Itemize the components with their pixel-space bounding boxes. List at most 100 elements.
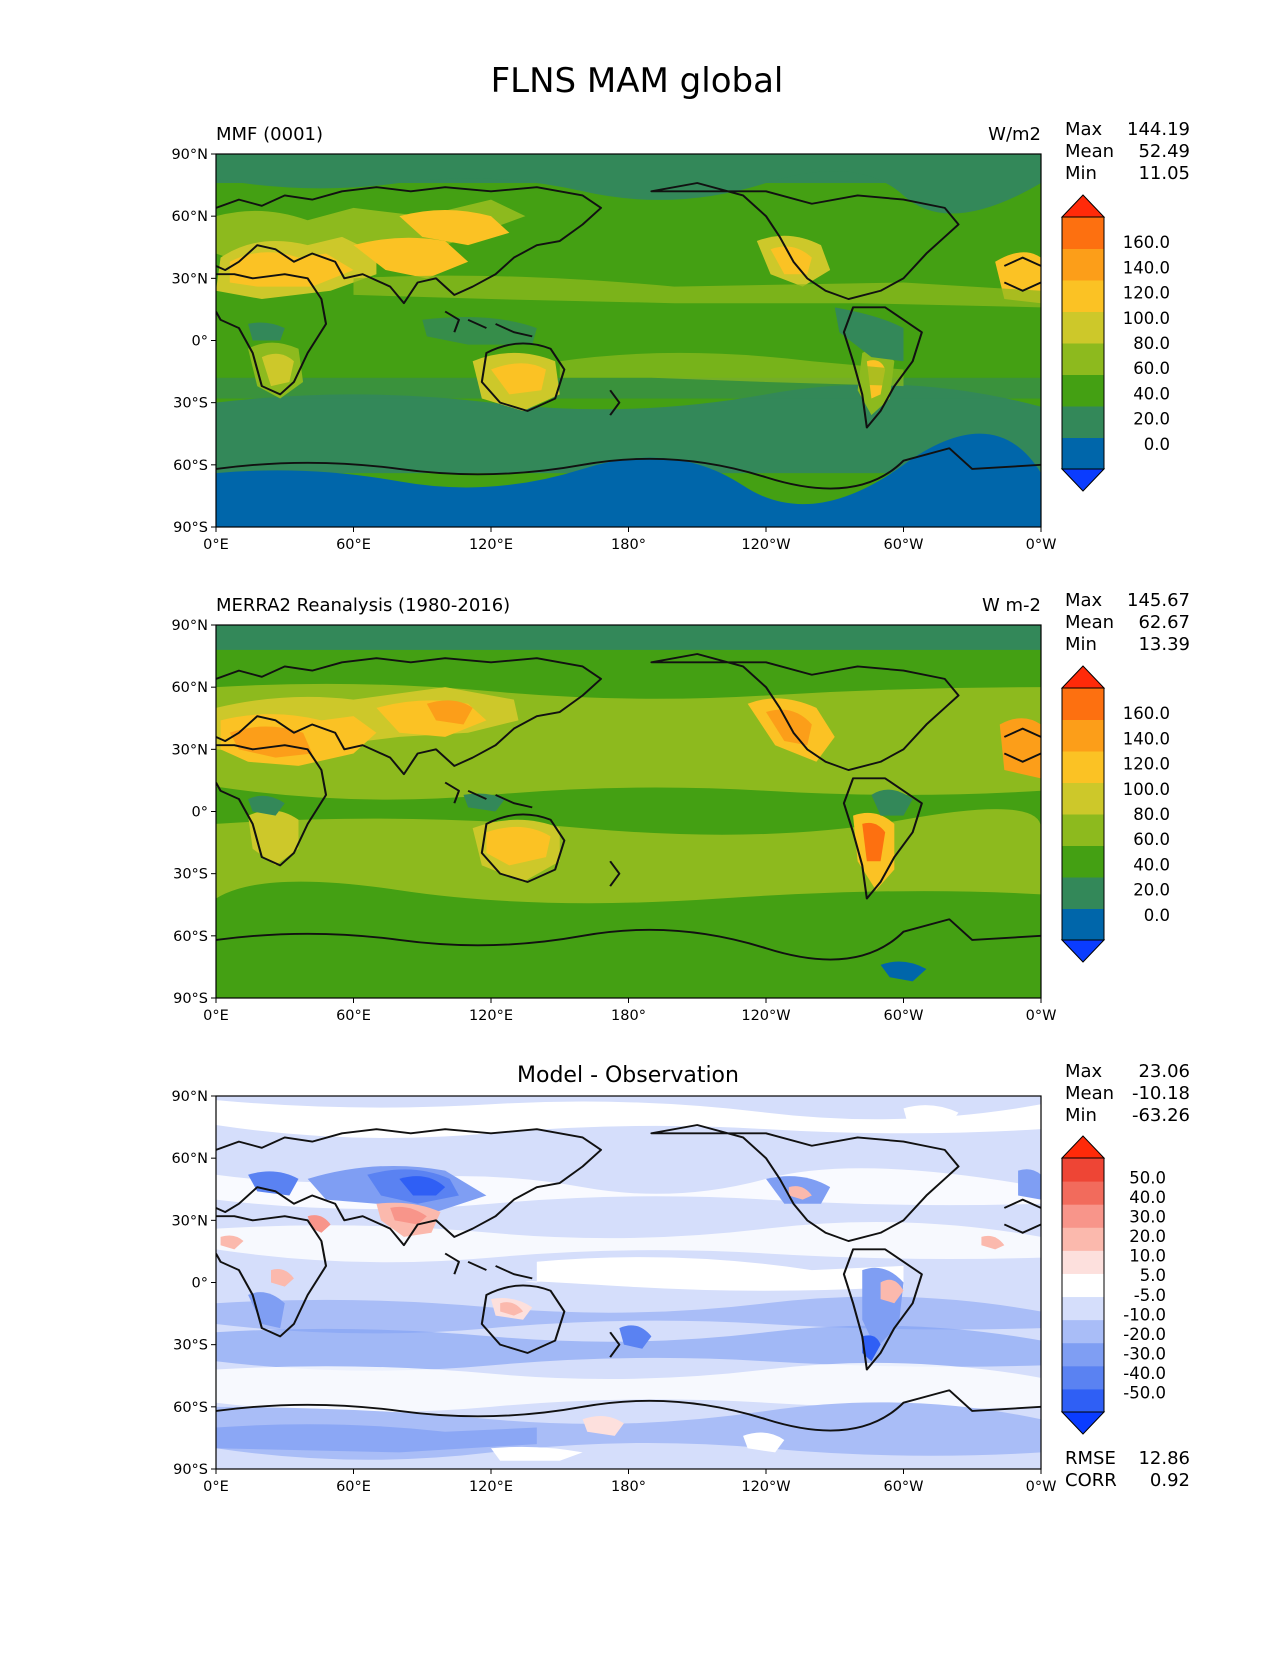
stat-max-value: 145.67 (1127, 590, 1190, 611)
panel-difference: Model - Observation Max 23.06 Mean -10.1… (171, 1061, 1190, 1495)
colorbar-segment (1062, 1158, 1104, 1182)
stat-max-label: Max (1065, 1061, 1103, 1082)
panel-difference-colorbar-labels: 50.040.030.020.010.05.0-5.0-10.0-20.0-30… (1123, 1169, 1166, 1403)
colorbar-tick-label: 140.0 (1123, 258, 1170, 277)
panel-model: MMF (0001) W/m2 Max 144.19 Mean 52.49 Mi… (171, 119, 1190, 553)
colorbar-extend-high (1060, 1135, 1106, 1159)
panel-difference-colorbar (1060, 1135, 1106, 1435)
stat-min-label: Min (1065, 1105, 1097, 1126)
stat-mean-value: 62.67 (1138, 612, 1190, 633)
y-tick-label: 30°N (171, 271, 208, 287)
colorbar-segment (1062, 1319, 1104, 1344)
colorbar-tick-label: 0.0 (1144, 906, 1170, 925)
panel-observation-coastlines (216, 653, 1041, 961)
colorbar-segment (1062, 1250, 1104, 1274)
y-tick-label: 90°N (171, 147, 208, 163)
colorbar-tick-label: 160.0 (1123, 704, 1170, 723)
colorbar-tick-label: 40.0 (1129, 1188, 1166, 1207)
x-tick-label: 120°W (741, 537, 790, 553)
colorbar-tick-label: 80.0 (1133, 334, 1170, 353)
x-tick-label: 60°E (336, 1479, 371, 1495)
panel-observation: MERRA2 Reanalysis (1980-2016) W m-2 Max … (171, 590, 1190, 1024)
x-tick-label: 180° (611, 1479, 646, 1495)
colorbar-segment (1062, 688, 1104, 720)
colorbar-tick-label: 60.0 (1133, 830, 1170, 849)
colorbar-segment (1062, 751, 1104, 783)
y-tick-label: 30°S (173, 1338, 208, 1354)
stat-rmse-label: RMSE (1065, 1448, 1116, 1469)
colorbar-segment (1062, 311, 1104, 344)
x-tick-label: 0°E (203, 1479, 229, 1495)
colorbar-extend-low (1060, 1411, 1106, 1435)
x-tick-label: 120°W (741, 1479, 790, 1495)
colorbar-tick-label: 120.0 (1123, 284, 1170, 303)
y-tick-label: 60°N (171, 1151, 208, 1167)
x-tick-label: 60°E (336, 537, 371, 553)
stat-max-value: 144.19 (1127, 119, 1190, 140)
colorbar-extend-low (1060, 468, 1106, 492)
panel-observation-title-left: MERRA2 Reanalysis (1980-2016) (216, 595, 510, 616)
panel-observation-title-right: W m-2 (982, 595, 1041, 616)
x-tick-label: 0°E (203, 1008, 229, 1024)
y-tick-label: 30°S (173, 867, 208, 883)
x-tick-label: 120°E (469, 1008, 513, 1024)
colorbar-segment (1062, 1388, 1104, 1413)
colorbar-tick-label: 100.0 (1123, 780, 1170, 799)
stat-min-label: Min (1065, 163, 1097, 184)
colorbar-tick-label: 160.0 (1123, 233, 1170, 252)
colorbar-segment (1062, 877, 1104, 909)
panel-model-coastlines (216, 182, 1041, 490)
colorbar-segment (1062, 1296, 1104, 1321)
colorbar-segment (1062, 1181, 1104, 1205)
colorbar-tick-label: 50.0 (1129, 1169, 1166, 1188)
colorbar-extend-low (1060, 939, 1106, 963)
colorbar-segment (1062, 845, 1104, 878)
x-tick-label: 60°W (883, 537, 923, 553)
colorbar-tick-label: -10.0 (1123, 1305, 1166, 1324)
y-tick-label: 90°N (171, 1089, 208, 1105)
y-tick-label: 30°N (171, 1213, 208, 1229)
y-tick-label: 60°S (173, 1400, 208, 1416)
colorbar-tick-label: -30.0 (1123, 1344, 1166, 1363)
stat-mean-label: Mean (1065, 141, 1114, 162)
colorbar-tick-label: 80.0 (1133, 805, 1170, 824)
x-tick-label: 0°W (1026, 1008, 1057, 1024)
panel-observation-colorbar-labels: 160.0 140.0 120.0 100.0 80.0 60.0 40.0 20.0 0.0 (1123, 704, 1170, 925)
colorbar-tick-label: 20.0 (1133, 410, 1170, 429)
colorbar-tick-label: 40.0 (1133, 384, 1170, 403)
y-tick-label: 60°N (171, 680, 208, 696)
stat-mean-value: -10.18 (1132, 1083, 1190, 1104)
colorbar-tick-label: 40.0 (1133, 855, 1170, 874)
colorbar-tick-label: 20.0 (1129, 1227, 1166, 1246)
colorbar-tick-label: 20.0 (1133, 881, 1170, 900)
y-tick-label: 90°S (173, 1462, 208, 1478)
x-tick-label: 180° (611, 537, 646, 553)
colorbar-tick-label: 100.0 (1123, 309, 1170, 328)
y-tick-label: 90°S (173, 991, 208, 1007)
x-tick-label: 0°W (1026, 537, 1057, 553)
colorbar-segment (1062, 374, 1104, 407)
colorbar-tick-label: -50.0 (1123, 1383, 1166, 1402)
y-tick-label: 60°S (173, 458, 208, 474)
colorbar-segment (1062, 217, 1104, 249)
colorbar-extend-high (1060, 194, 1106, 218)
panel-observation-map (216, 625, 1041, 998)
y-tick-label: 90°S (173, 520, 208, 536)
colorbar-tick-label: -20.0 (1123, 1325, 1166, 1344)
stat-min-value: 11.05 (1138, 163, 1190, 184)
x-tick-label: 60°W (883, 1008, 923, 1024)
colorbar-tick-label: 30.0 (1129, 1208, 1166, 1227)
stat-max-value: 23.06 (1138, 1061, 1190, 1082)
panel-observation-stats: Max 145.67 Mean 62.67 Min 13.39 (1065, 590, 1190, 655)
panel-model-colorbar (1060, 194, 1106, 492)
y-tick-label: 0° (192, 334, 208, 350)
x-tick-label: 180° (611, 1008, 646, 1024)
x-tick-label: 120°E (469, 537, 513, 553)
y-tick-label: 0° (192, 1276, 208, 1292)
colorbar-segment (1062, 343, 1104, 375)
panel-model-stats: Max 144.19 Mean 52.49 Min 11.05 (1065, 119, 1190, 184)
panel-model-ticks: 0°E 60°E 120°E 180° 120°W 60°W 0°W 90°N 60°N 30°N… (171, 147, 1056, 553)
colorbar-tick-label: -5.0 (1134, 1286, 1166, 1305)
colorbar-segment (1062, 1227, 1104, 1251)
panel-difference-ticks: 0°E 60°E 120°E 180° 120°W 60°W 0°W 90°N 60°N 30°N… (171, 1089, 1056, 1495)
